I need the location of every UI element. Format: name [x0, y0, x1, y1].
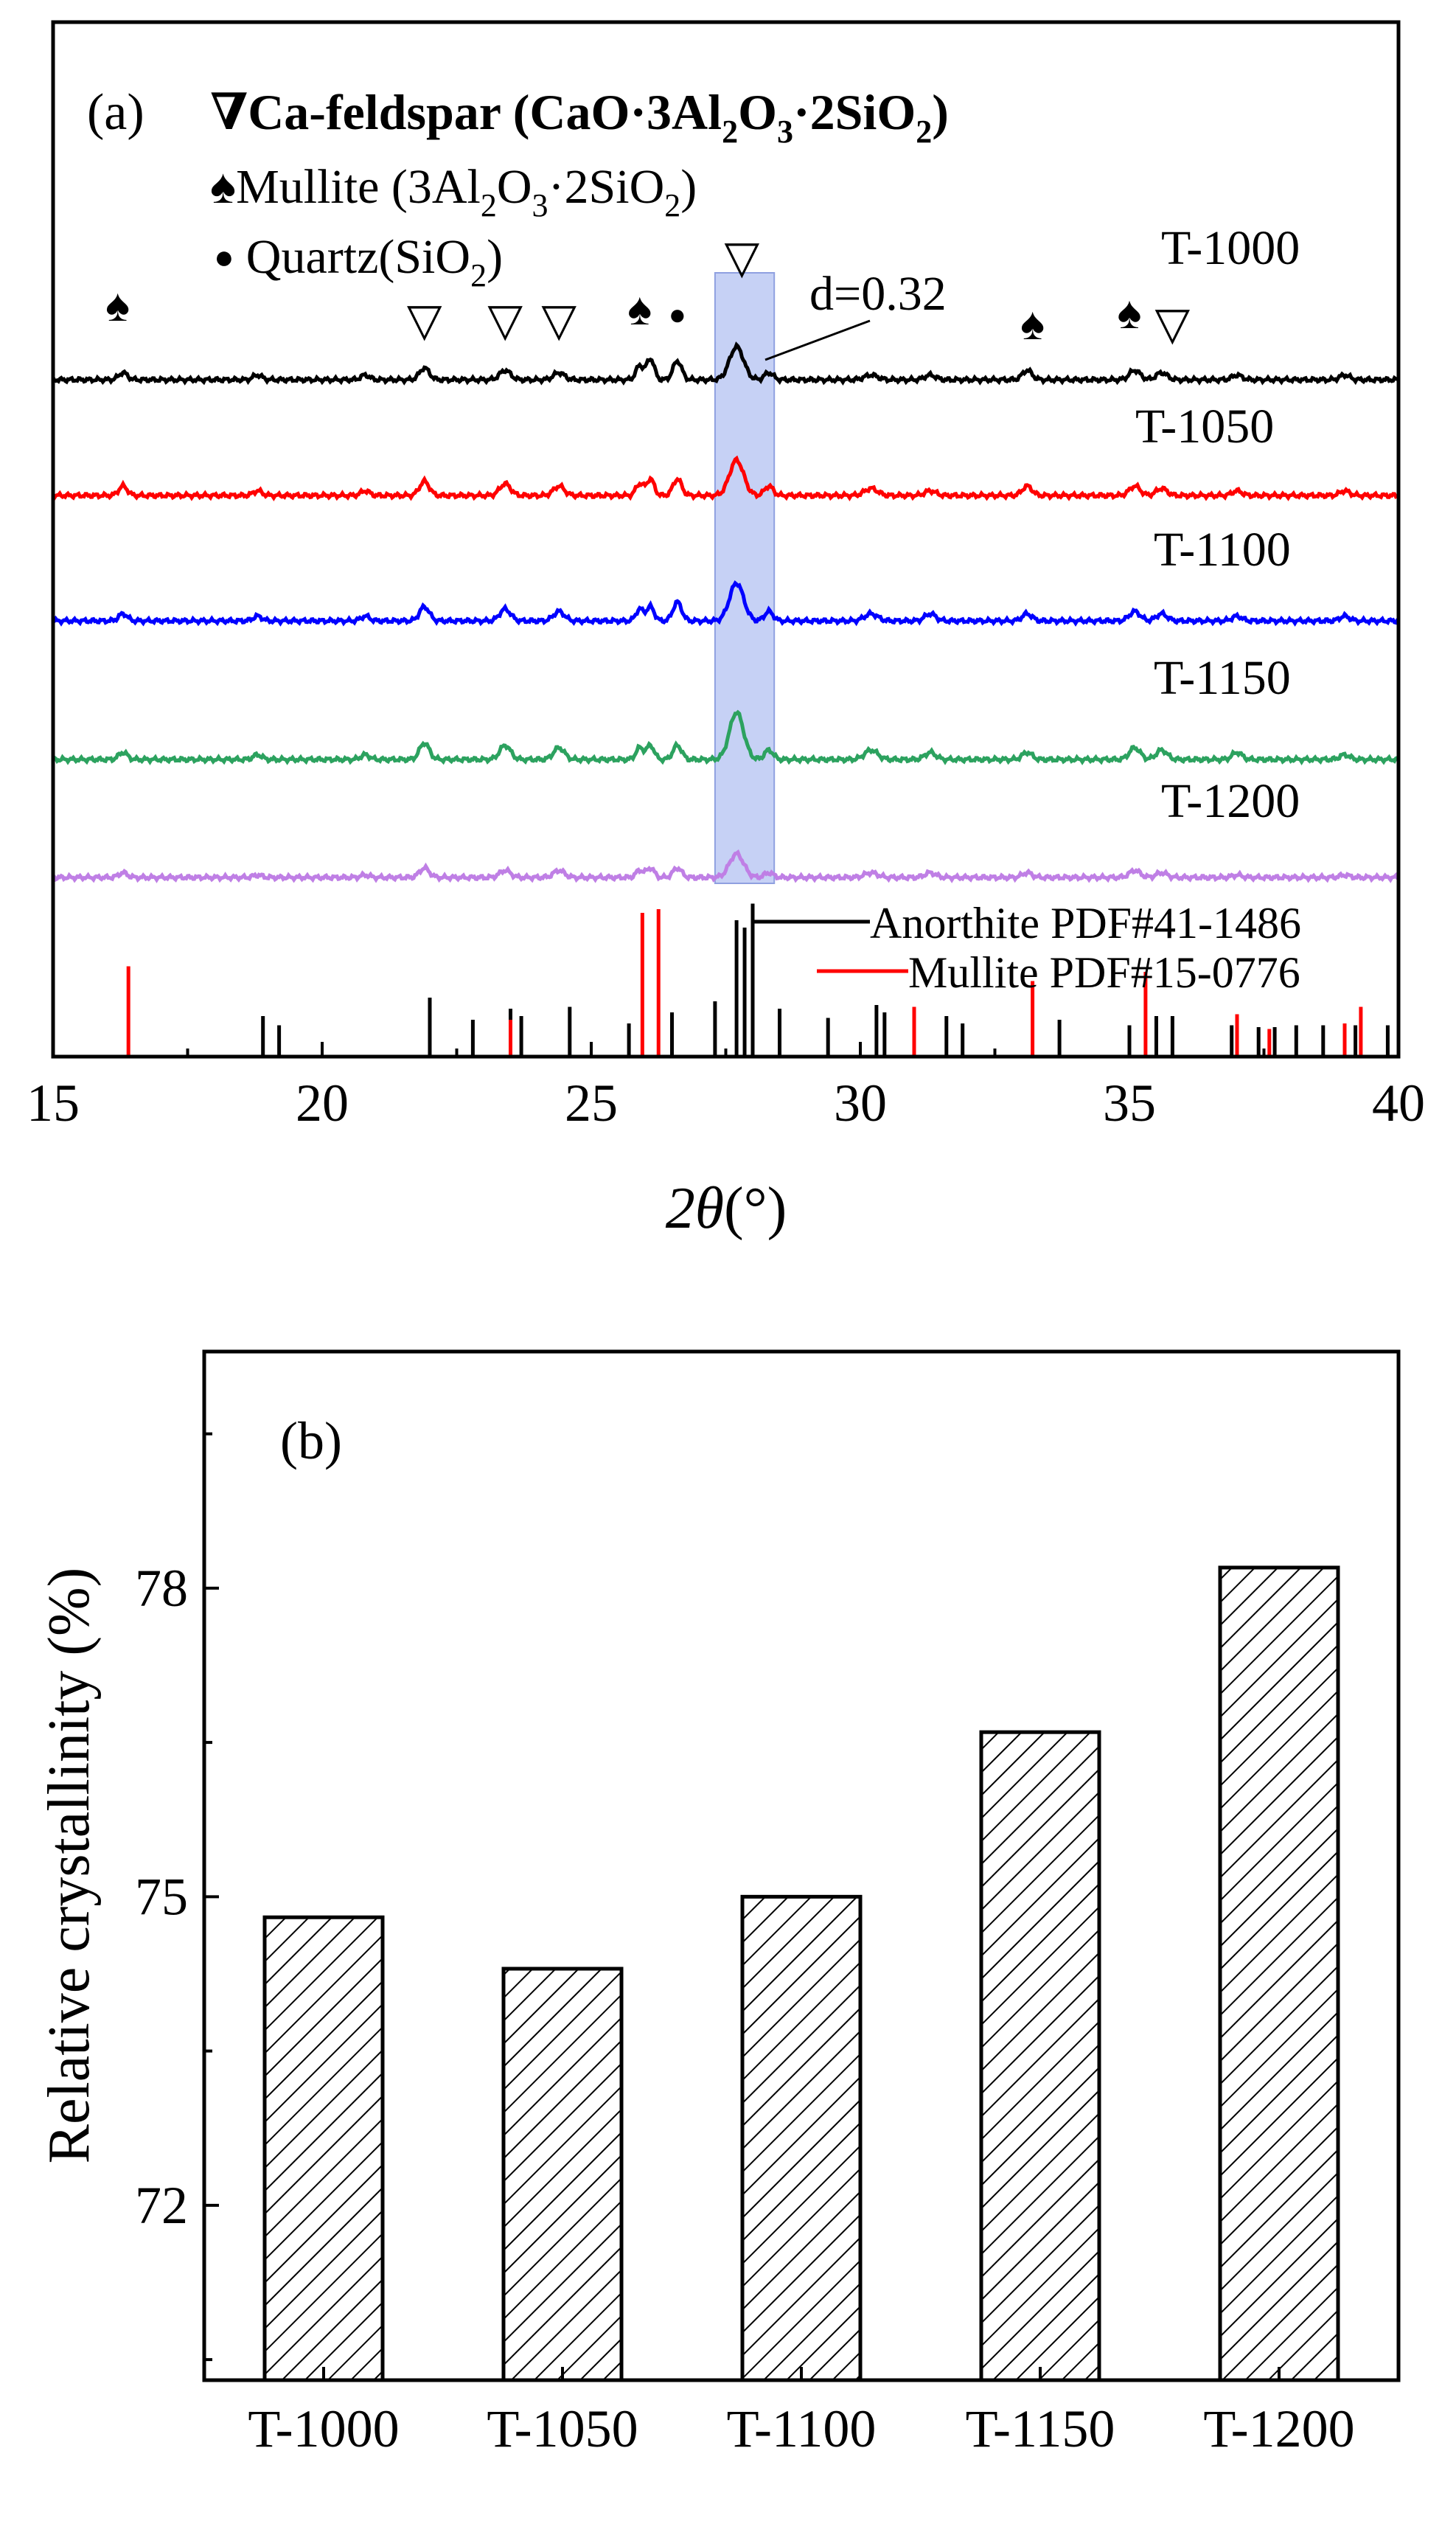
x-tick-label: 25 [565, 1074, 618, 1133]
bar-t-1150 [979, 1730, 1101, 2382]
series-label-t-1050: T-1050 [1135, 400, 1274, 453]
category-label-t-1150: T-1150 [966, 2399, 1115, 2458]
reference-legend: Anorthite PDF#41-1486 Mullite PDF#15-077… [752, 899, 1301, 997]
panel-b: (b) 72 75 78 T-1000 T-1050 T-1100 T-1150 T-120… [37, 1349, 1401, 2458]
series-line-t-1150 [52, 709, 1400, 765]
legend-ca-feldspar: ∇Ca-feldspar (CaO·3Al2O3·2SiO2) [210, 84, 949, 150]
peak-markers: ♠ ▽ ▽ ▽ ♠ ● ▽ ♠ ♠ ▽ [105, 233, 1190, 350]
panel-b-label: (b) [280, 1411, 342, 1470]
panel-a-x-ticks: 15 20 25 30 35 40 [27, 1042, 1425, 1133]
series-label-t-1100: T-1100 [1154, 523, 1291, 577]
y-tick-label: 75 [135, 1867, 188, 1926]
legend-mullite: ♠Mullite (3Al2O3·2SiO2) [210, 160, 697, 223]
series-label-t-1150: T-1150 [1154, 651, 1291, 705]
bar-t-1200 [1218, 1565, 1340, 2382]
panel-a-label: (a) [87, 84, 144, 141]
x-tick-label: 15 [27, 1074, 80, 1133]
crystallinity-bars [262, 1565, 1340, 2382]
peak-marker: ♠ [1118, 288, 1142, 338]
peak-marker: ▽ [407, 296, 442, 346]
peak-marker: ● [669, 298, 686, 331]
peak-marker: ▽ [1155, 299, 1191, 350]
series-label-t-1000: T-1000 [1161, 221, 1300, 275]
x-tick-label: 20 [296, 1074, 349, 1133]
y-tick-label: 78 [135, 1559, 188, 1618]
peak-marker: ♠ [627, 285, 652, 335]
panel-a-x-axis-label: 2θ(°) [666, 1176, 787, 1241]
series-line-t-1050 [51, 455, 1400, 501]
series-line-t-1200 [52, 849, 1400, 883]
diffraction-series: T-1000 T-1050 T-1100 T-1150 T-1200 [51, 221, 1400, 883]
panel-a: T-1000 T-1050 T-1100 T-1150 T-1200 15 20 25 30 3… [27, 20, 1425, 1241]
panel-b-category-labels: T-1000 T-1050 T-1100 T-1150 T-1200 [248, 2399, 1354, 2458]
panel-b-y-axis-label: Relative crystallinity (%) [37, 1568, 102, 2164]
reference-patterns [126, 903, 1390, 1057]
x-tick-label: 35 [1103, 1074, 1156, 1133]
bar-t-1100 [740, 1894, 863, 2382]
peak-marker: ♠ [1020, 299, 1045, 350]
category-label-t-1000: T-1000 [248, 2399, 399, 2458]
legend-mullite-ref-label: Mullite PDF#15-0776 [908, 948, 1300, 997]
d-spacing-leader-line [764, 319, 871, 361]
category-label-t-1200: T-1200 [1203, 2399, 1354, 2458]
series-label-t-1200: T-1200 [1161, 774, 1300, 828]
y-tick-label: 72 [135, 2176, 188, 2235]
category-label-t-1050: T-1050 [487, 2399, 638, 2458]
peak-marker: ▽ [725, 233, 760, 283]
series-line-t-1000 [51, 341, 1399, 386]
peak-marker: ▽ [541, 296, 577, 346]
bar-t-1050 [501, 1967, 624, 2382]
panel-b-y-ticks: 72 75 78 [135, 1432, 219, 2362]
legend-anorthite-label: Anorthite PDF#41-1486 [870, 899, 1301, 947]
panel-a-frame [51, 20, 1401, 1059]
legend-quartz: ● Quartz(SiO2) [214, 230, 503, 293]
x-tick-label: 30 [834, 1074, 887, 1133]
bar-t-1000 [262, 1915, 385, 2382]
peak-marker: ▽ [487, 296, 523, 346]
x-tick-label: 40 [1372, 1074, 1425, 1133]
d-spacing-annotation: d=0.32 [809, 267, 947, 321]
peak-marker: ♠ [105, 281, 130, 331]
panel-b-frame [202, 1349, 1401, 2382]
category-label-t-1100: T-1100 [727, 2399, 877, 2458]
series-line-t-1100 [52, 580, 1399, 627]
